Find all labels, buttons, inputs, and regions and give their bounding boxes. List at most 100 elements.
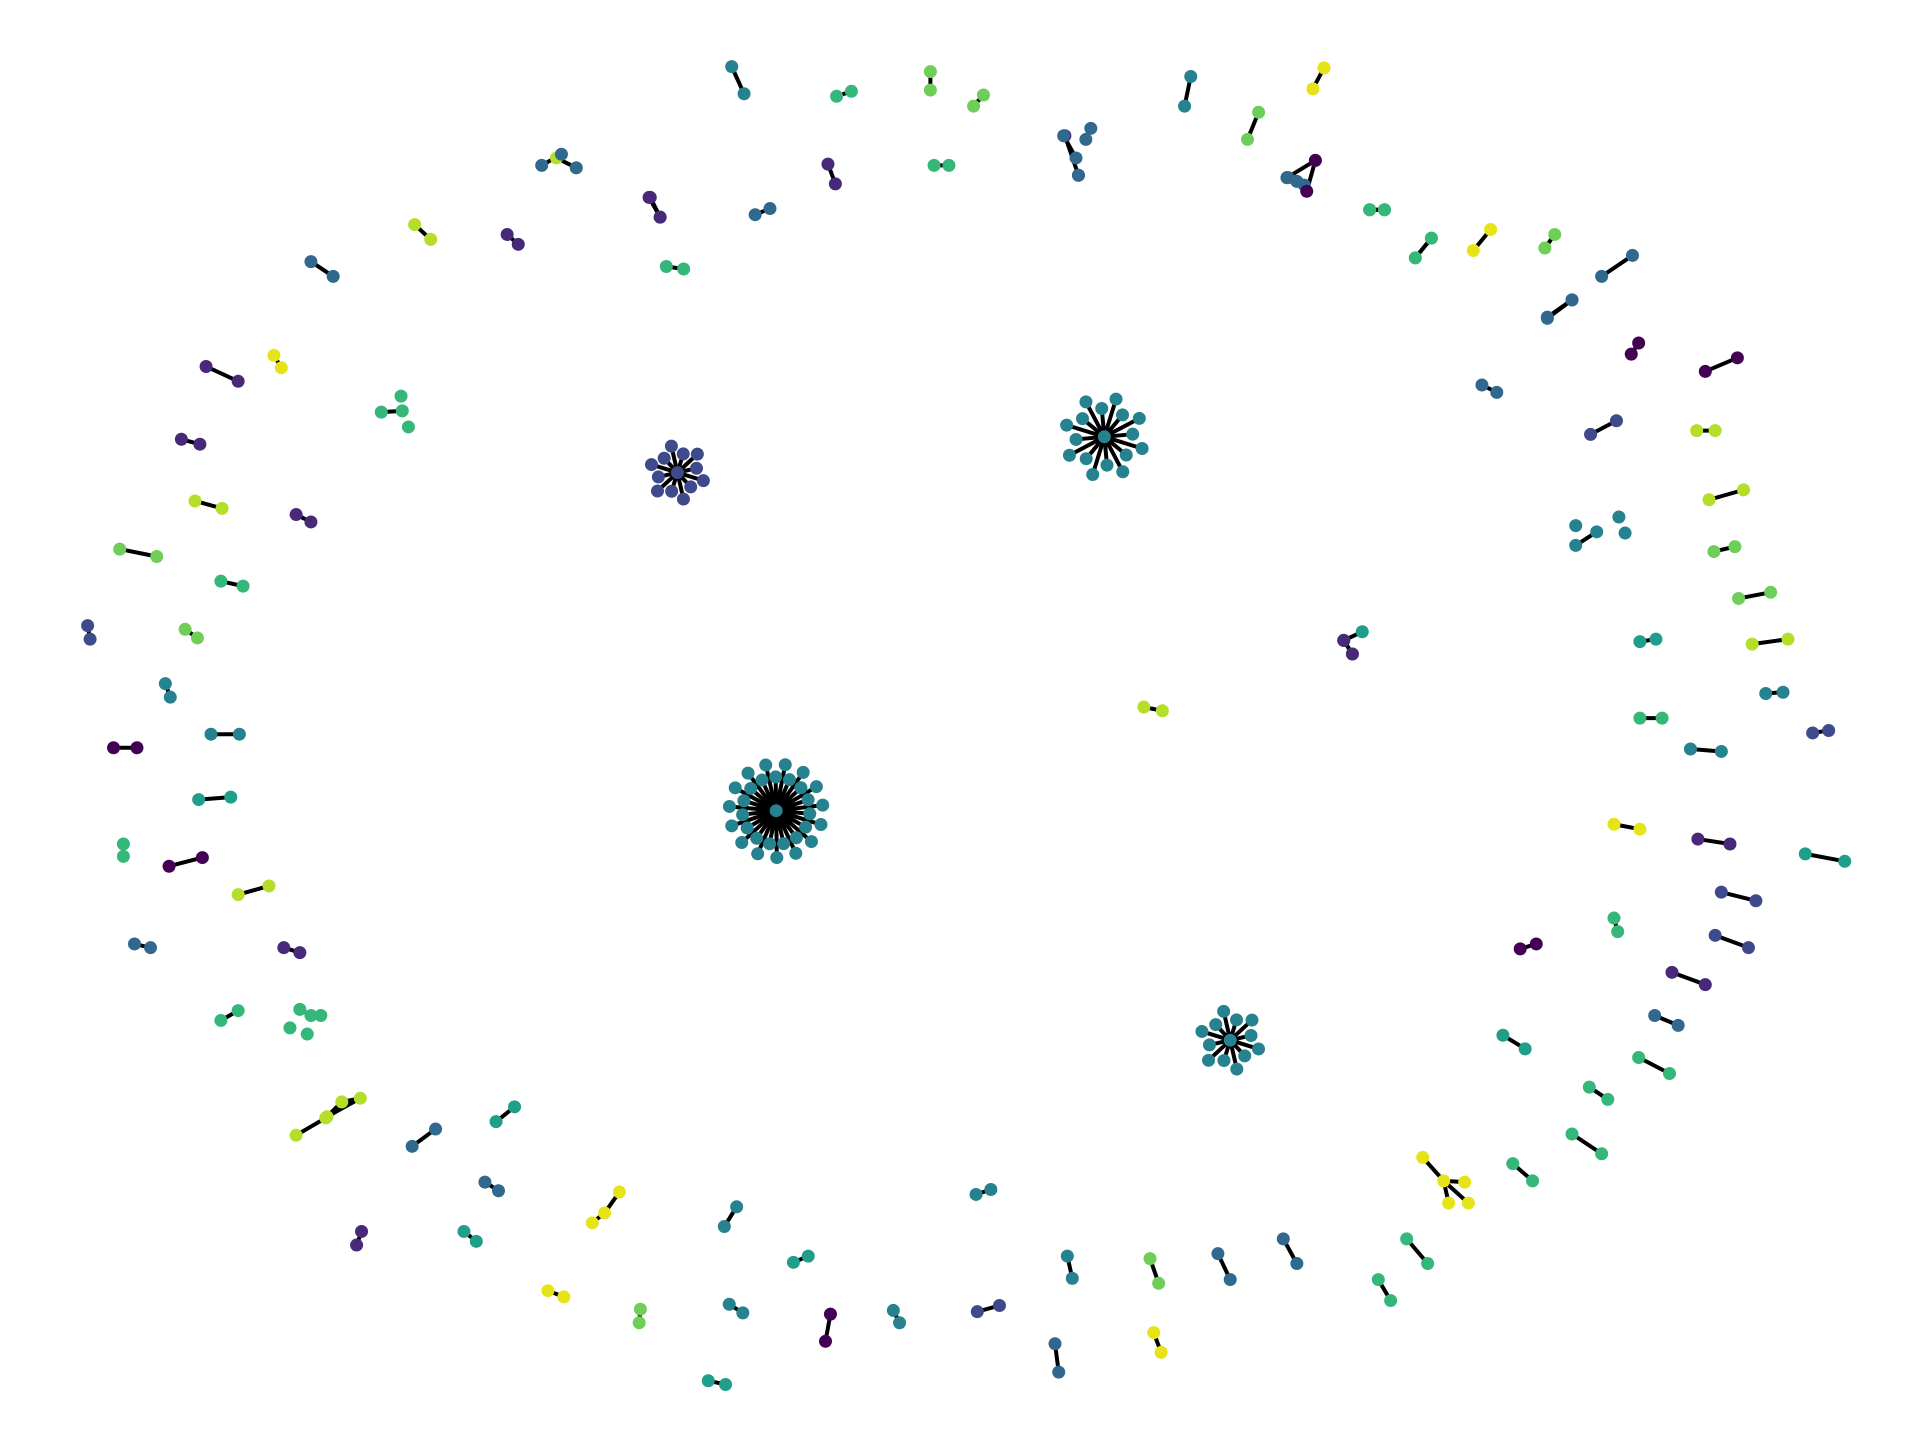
- graph-node: [1648, 1009, 1662, 1023]
- graph-node: [1126, 427, 1140, 441]
- graph-node: [1649, 632, 1663, 646]
- graph-node: [1838, 854, 1852, 868]
- graph-node: [1565, 293, 1579, 307]
- graph-node: [740, 821, 754, 835]
- graph-node: [816, 798, 830, 812]
- graph-node: [232, 727, 246, 741]
- graph-node: [1518, 1042, 1532, 1056]
- graph-node: [804, 835, 818, 849]
- graph-node: [992, 1299, 1006, 1313]
- graph-node: [967, 99, 981, 113]
- graph-node: [801, 793, 815, 807]
- graph-node: [923, 83, 937, 97]
- graph-node: [1798, 847, 1812, 861]
- graph-node: [770, 851, 784, 865]
- graph-node: [508, 1100, 522, 1114]
- graph-node: [424, 232, 438, 246]
- graph-node: [942, 158, 956, 172]
- graph-node: [1400, 1232, 1414, 1246]
- graph-node: [1057, 129, 1071, 143]
- graph-node: [1086, 468, 1100, 482]
- graph-node: [1484, 223, 1498, 237]
- graph-node: [1607, 911, 1621, 925]
- graph-node: [192, 793, 206, 807]
- graph-node: [1749, 894, 1763, 908]
- graph-node: [188, 494, 202, 508]
- graph-node: [1060, 418, 1074, 432]
- graph-node: [1496, 1028, 1510, 1042]
- graph-node: [759, 758, 773, 772]
- graph-node: [1048, 1337, 1062, 1351]
- graph-node: [1529, 937, 1543, 951]
- graph-node: [478, 1175, 492, 1189]
- graph-node: [1764, 585, 1778, 599]
- graph-node: [1337, 633, 1351, 647]
- graph-node: [1097, 430, 1111, 444]
- graph-node: [744, 781, 758, 795]
- graph-node: [355, 1224, 369, 1238]
- graph-node: [633, 1302, 647, 1316]
- graph-node: [267, 348, 281, 362]
- graph-node: [1601, 1092, 1615, 1106]
- graph-node: [1116, 408, 1130, 422]
- graph-node: [1238, 1049, 1252, 1063]
- graph-node: [277, 941, 291, 955]
- graph-node: [1084, 121, 1098, 135]
- graph-node: [1355, 625, 1369, 639]
- graph-node: [1137, 700, 1151, 714]
- graph-node: [659, 260, 673, 274]
- graph-node: [1590, 525, 1604, 539]
- graph-node: [224, 790, 238, 804]
- graph-node: [651, 470, 665, 484]
- graph-node: [204, 727, 218, 741]
- graph-edge: [1067, 434, 1107, 458]
- graph-node: [1437, 1174, 1451, 1188]
- graph-node: [1618, 526, 1632, 540]
- graph-node: [1317, 61, 1331, 75]
- graph-node: [374, 405, 388, 419]
- graph-node: [1244, 1028, 1258, 1042]
- graph-node: [1741, 941, 1755, 955]
- graph-node: [469, 1234, 483, 1248]
- graph-edge: [1064, 423, 1107, 439]
- graph-node: [1252, 1042, 1266, 1056]
- graph-node: [1290, 1257, 1304, 1271]
- graph-node: [1708, 928, 1722, 942]
- graph-node: [722, 1297, 736, 1311]
- graph-node: [1607, 817, 1621, 831]
- graph-node: [1230, 1013, 1244, 1027]
- graph-node: [353, 1091, 367, 1105]
- graph-node: [735, 836, 749, 850]
- graph-node: [214, 1013, 228, 1027]
- graph-node: [81, 619, 95, 633]
- graph-node: [1714, 885, 1728, 899]
- graph-node: [777, 837, 791, 851]
- graph-node: [1211, 1247, 1225, 1261]
- graph-node: [1806, 726, 1820, 740]
- graph-node: [1506, 1157, 1520, 1171]
- graph-node: [1384, 1294, 1398, 1308]
- graph-node: [1612, 510, 1626, 524]
- graph-node: [1184, 70, 1198, 84]
- graph-node: [1135, 441, 1149, 455]
- graph-node: [1822, 723, 1836, 737]
- graph-node: [1062, 448, 1076, 462]
- graph-node: [1209, 1018, 1223, 1032]
- graph-node: [535, 158, 549, 172]
- graph-node: [1683, 742, 1697, 756]
- graph-node: [1079, 452, 1093, 466]
- graph-node: [725, 819, 739, 833]
- graph-node: [1300, 184, 1314, 198]
- graph-node: [782, 773, 796, 787]
- graph-node: [823, 1307, 837, 1321]
- graph-node: [763, 837, 777, 851]
- graph-node: [1100, 458, 1114, 472]
- graph-node: [1490, 385, 1504, 399]
- graph-node: [769, 804, 783, 818]
- graph-node: [969, 1187, 983, 1201]
- graph-node: [717, 1220, 731, 1234]
- graph-node: [844, 84, 858, 98]
- graph-node: [737, 794, 751, 808]
- graph-node: [690, 447, 704, 461]
